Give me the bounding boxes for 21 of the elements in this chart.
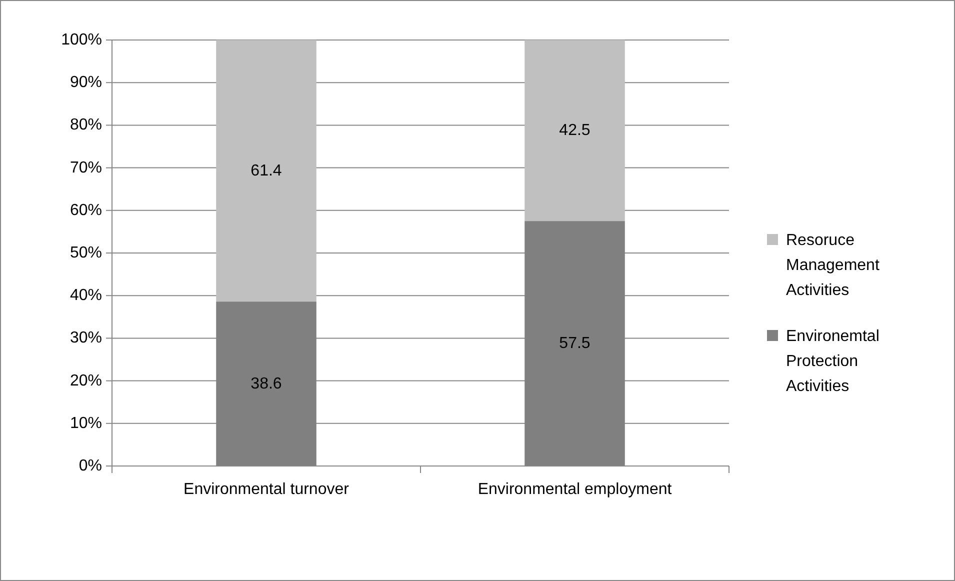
data-label: 42.5	[559, 122, 590, 140]
data-label: 38.6	[250, 375, 282, 392]
y-tick-label: 70%	[70, 159, 102, 176]
y-tick-label: 60%	[70, 202, 102, 219]
data-label: 61.4	[250, 162, 282, 180]
y-tick-label: 40%	[70, 287, 102, 304]
bar	[216, 40, 316, 302]
y-tick-label: 90%	[70, 74, 102, 92]
y-tick-label: 50%	[70, 244, 102, 262]
y-tick-label: 10%	[70, 414, 102, 432]
y-tick-label: 80%	[70, 116, 102, 134]
y-tick-label: 0%	[78, 458, 102, 474]
data-label: 57.5	[559, 335, 590, 352]
legend-label: Environemtal Protection Activities	[786, 328, 880, 394]
y-tick-label: 30%	[70, 330, 102, 347]
y-tick-label: 20%	[70, 372, 102, 390]
y-tick-label: 100%	[61, 32, 102, 48]
bar	[524, 40, 625, 222]
x-tick-label: Environmental employment	[478, 481, 672, 498]
x-tick-label: Environmental turnover	[184, 481, 350, 498]
legend-label: Resoruce Management Activities	[786, 232, 880, 298]
